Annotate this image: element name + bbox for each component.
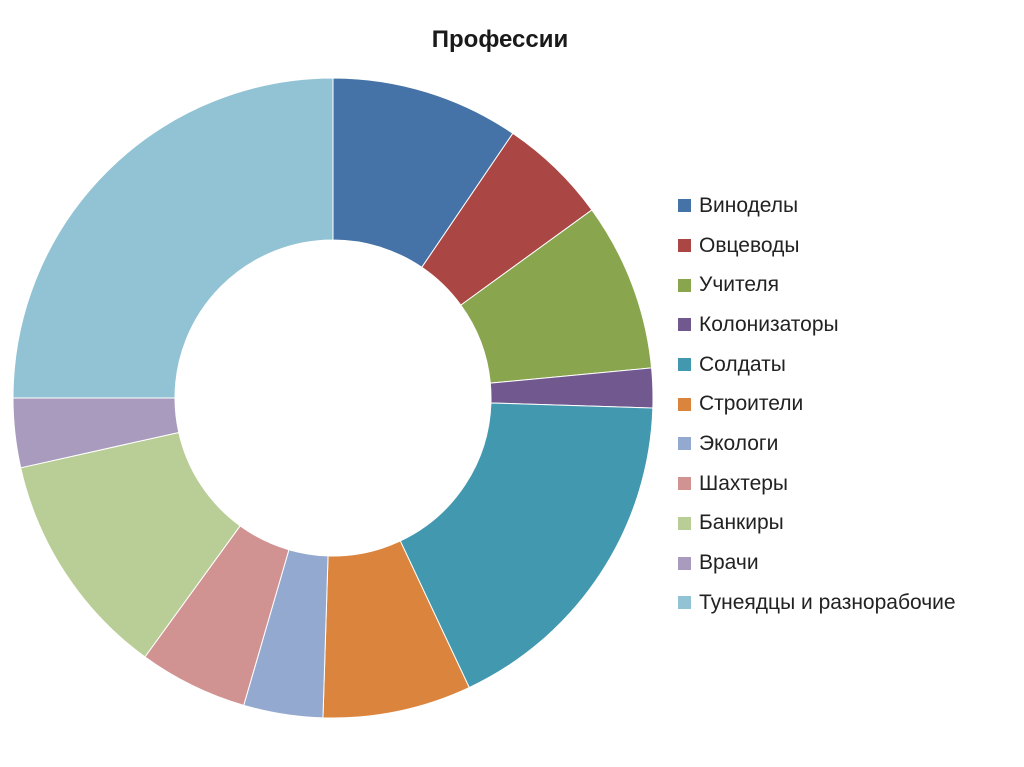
- legend-swatch: [678, 397, 691, 411]
- legend-item-10: Тунеядцы и разнорабочие: [678, 583, 956, 623]
- legend-swatch: [678, 278, 691, 292]
- legend-label: Банкиры: [699, 511, 784, 535]
- legend-swatch: [678, 596, 691, 610]
- legend-label: Овцеводы: [699, 233, 800, 257]
- legend-label: Экологи: [699, 431, 779, 455]
- chart-legend: Виноделы Овцеводы Учителя Колонизаторы Солда…: [678, 186, 956, 623]
- legend-swatch: [678, 556, 691, 570]
- legend-label: Врачи: [699, 551, 759, 575]
- legend-item-3: Колонизаторы: [678, 305, 956, 345]
- legend-item-8: Банкиры: [678, 504, 956, 544]
- donut-slice-8: [20, 431, 241, 658]
- legend-label: Колонизаторы: [699, 312, 839, 336]
- donut-slice-4: [399, 402, 654, 689]
- legend-swatch: [678, 199, 691, 213]
- legend-swatch: [678, 477, 691, 491]
- legend-label: Солдаты: [699, 352, 786, 376]
- legend-label: Учителя: [699, 273, 780, 297]
- legend-swatch: [678, 318, 691, 332]
- legend-item-6: Экологи: [678, 424, 956, 464]
- legend-swatch: [678, 358, 691, 372]
- legend-swatch: [678, 437, 691, 451]
- legend-label: Тунеядцы и разнорабочие: [699, 590, 956, 614]
- legend-item-2: Учителя: [678, 265, 956, 305]
- legend-item-7: Шахтеры: [678, 464, 956, 504]
- chart-title: Профессии: [431, 26, 569, 53]
- legend-item-1: Овцеводы: [678, 226, 956, 266]
- legend-label: Виноделы: [699, 193, 799, 217]
- legend-label: Шахтеры: [699, 471, 789, 495]
- legend-swatch: [678, 516, 691, 530]
- legend-item-0: Виноделы: [678, 186, 956, 226]
- legend-label: Строители: [699, 392, 804, 416]
- legend-swatch: [678, 239, 691, 253]
- donut-slice-10: [12, 77, 334, 399]
- legend-item-9: Врачи: [678, 543, 956, 583]
- legend-item-4: Солдаты: [678, 345, 956, 385]
- legend-item-5: Строители: [678, 384, 956, 424]
